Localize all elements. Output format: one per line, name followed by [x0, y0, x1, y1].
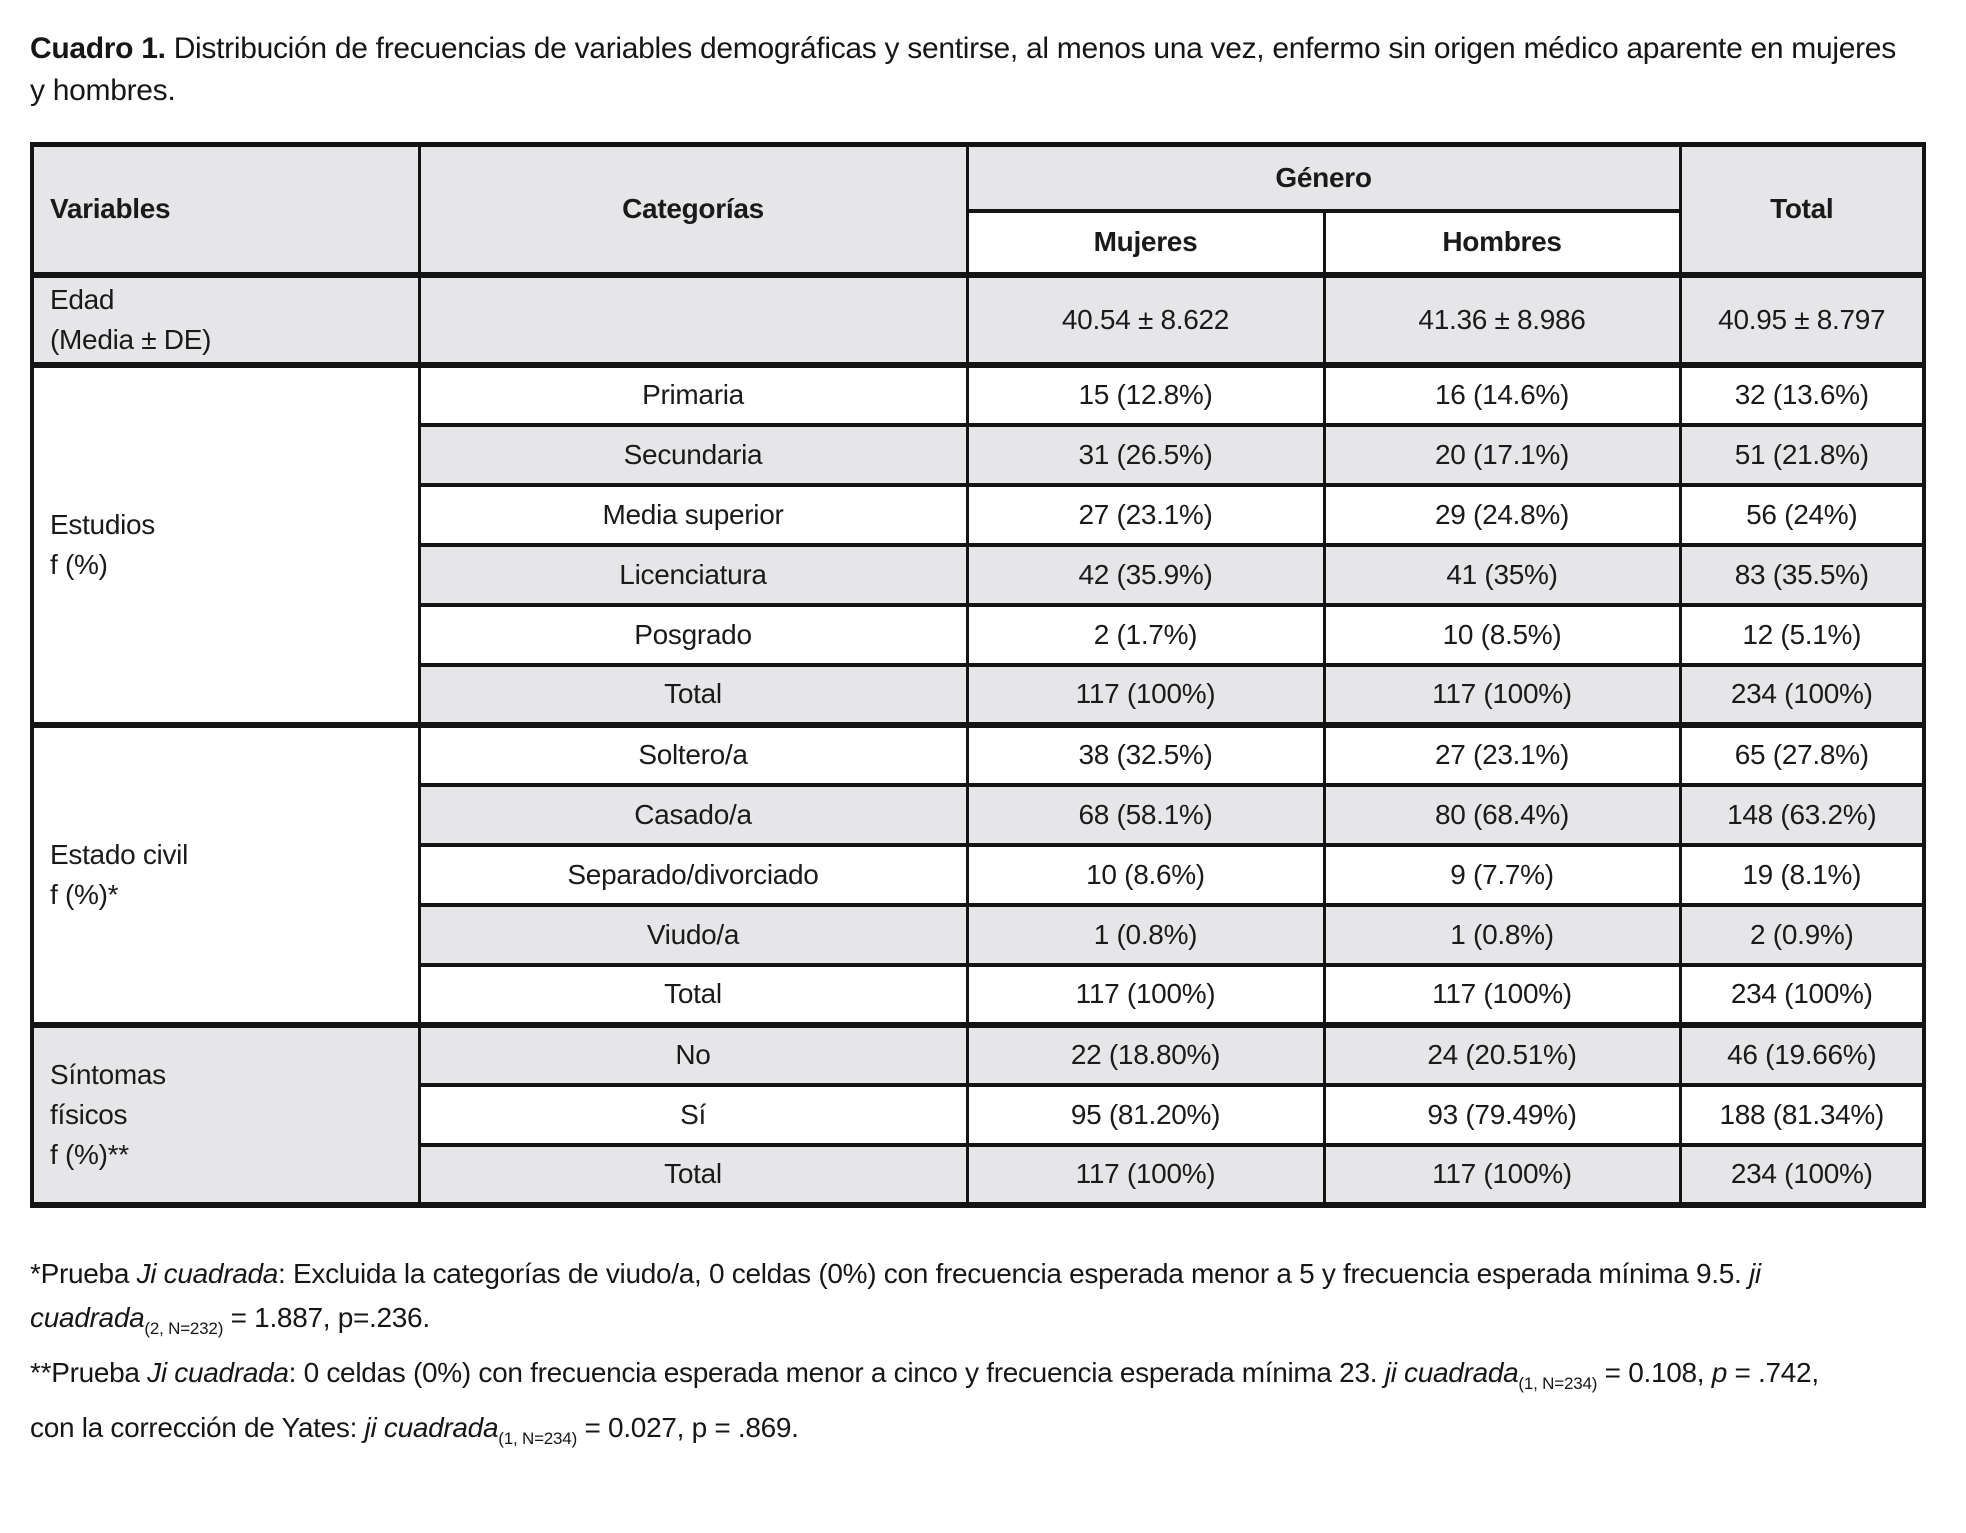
cell-mujeres: 2 (1.7%): [965, 602, 1326, 667]
header-row-sub: Mujeres Hombres: [32, 208, 1924, 278]
row-casado: Casado/a 68 (58.1%) 80 (68.4%) 148 (63.2…: [32, 782, 1926, 847]
cell-hombres: 41.36 ± 8.986: [1322, 271, 1682, 367]
cell-total: 234 (100%): [1678, 662, 1926, 727]
cell-total: 148 (63.2%): [1678, 782, 1926, 847]
table-header: Variables Categorías Género Total Mujere…: [30, 142, 1926, 278]
row-soltero: Estado civil f (%)* Soltero/a 38 (32.5%)…: [30, 721, 1926, 1027]
table-caption-text: Distribución de frecuencias de variables…: [30, 32, 1896, 107]
header-row-top: Variables Categorías Género Total: [30, 142, 1926, 277]
cell-mujeres: 38 (32.5%): [965, 721, 1326, 787]
cell-variable: Estudios f (%): [30, 361, 421, 727]
row-sintomas-si: Sí 95 (81.20%) 93 (79.49%) 188 (81.34%): [32, 1082, 1926, 1147]
row-licenciatura: Licenciatura 42 (35.9%) 41 (35%) 83 (35.…: [32, 542, 1926, 607]
header-variables: Variables: [30, 142, 421, 277]
cell-hombres: 16 (14.6%): [1322, 361, 1682, 427]
row-estudios-total: Total 117 (100%) 117 (100%) 234 (100%): [32, 662, 1926, 727]
cell-categoria: Casado/a: [417, 782, 969, 847]
row-sintomas-total: Total 117 (100%) 117 (100%) 234 (100%): [32, 1142, 1926, 1207]
footnotes: *Prueba Ji cuadrada: Excluida la categor…: [30, 1252, 1840, 1461]
header-mujeres: Mujeres: [965, 208, 1326, 278]
cell-categoria: Posgrado: [417, 602, 969, 667]
row-edad: Edad (Media ± DE) 40.54 ± 8.622 41.36 ± …: [30, 271, 1926, 367]
row-separado-divorciado: Separado/divorciado 10 (8.6%) 9 (7.7%) 1…: [32, 842, 1926, 907]
cell-mujeres: 15 (12.8%): [965, 361, 1326, 427]
cell-total: 32 (13.6%): [1678, 361, 1926, 427]
cell-mujeres: 27 (23.1%): [965, 482, 1326, 547]
cell-categoria: Media superior: [417, 482, 969, 547]
cell-mujeres: 1 (0.8%): [965, 902, 1326, 967]
row-secundaria: Secundaria 31 (26.5%) 20 (17.1%) 51 (21.…: [32, 422, 1926, 487]
cell-total: 188 (81.34%): [1678, 1082, 1926, 1147]
cell-total: 12 (5.1%): [1678, 602, 1926, 667]
cell-hombres: 24 (20.51%): [1322, 1021, 1682, 1087]
cell-hombres: 41 (35%): [1322, 542, 1682, 607]
table-caption: Cuadro 1. Distribución de frecuencias de…: [30, 28, 1902, 112]
cell-categoria: [417, 271, 969, 367]
cell-hombres: 1 (0.8%): [1322, 902, 1682, 967]
cell-total: 56 (24%): [1678, 482, 1926, 547]
row-viudo: Viudo/a 1 (0.8%) 1 (0.8%) 2 (0.9%): [32, 902, 1926, 967]
cell-total: 234 (100%): [1678, 1142, 1926, 1207]
cell-hombres: 117 (100%): [1322, 662, 1682, 727]
cell-categoria: Soltero/a: [417, 721, 969, 787]
table-body: Edad (Media ± DE) 40.54 ± 8.622 41.36 ± …: [30, 271, 1926, 1207]
cell-hombres: 93 (79.49%): [1322, 1082, 1682, 1147]
cell-categoria: Viudo/a: [417, 902, 969, 967]
cell-total: 234 (100%): [1678, 962, 1926, 1027]
header-categorias: Categorías: [417, 142, 969, 277]
cell-mujeres: 10 (8.6%): [965, 842, 1326, 907]
cell-mujeres: 117 (100%): [965, 1142, 1326, 1207]
cell-total: 46 (19.66%): [1678, 1021, 1926, 1087]
cell-mujeres: 31 (26.5%): [965, 422, 1326, 487]
cell-hombres: 117 (100%): [1322, 962, 1682, 1027]
cell-mujeres: 117 (100%): [965, 662, 1326, 727]
cell-total: 51 (21.8%): [1678, 422, 1926, 487]
cell-total: 83 (35.5%): [1678, 542, 1926, 607]
row-posgrado: Posgrado 2 (1.7%) 10 (8.5%) 12 (5.1%): [32, 602, 1926, 667]
footnote-chi-square-1: *Prueba Ji cuadrada: Excluida la categor…: [30, 1257, 1761, 1338]
cell-categoria: Sí: [417, 1082, 969, 1147]
row-media-superior: Media superior 27 (23.1%) 29 (24.8%) 56 …: [32, 482, 1926, 547]
cell-mujeres: 42 (35.9%): [965, 542, 1326, 607]
cell-variable: Síntomas físicos f (%)**: [30, 1021, 421, 1207]
cell-total: 65 (27.8%): [1678, 721, 1926, 787]
header-total: Total: [1678, 142, 1926, 277]
row-estado-civil-total: Total 117 (100%) 117 (100%) 234 (100%): [32, 962, 1926, 1027]
cell-categoria: Primaria: [417, 361, 969, 427]
cell-hombres: 117 (100%): [1322, 1142, 1682, 1207]
cell-total: 2 (0.9%): [1678, 902, 1926, 967]
cell-hombres: 9 (7.7%): [1322, 842, 1682, 907]
frequency-table: Variables Categorías Género Total Mujere…: [30, 142, 1927, 1208]
cell-total: 40.95 ± 8.797: [1678, 271, 1926, 367]
header-hombres: Hombres: [1322, 208, 1682, 278]
cell-hombres: 29 (24.8%): [1322, 482, 1682, 547]
cell-hombres: 80 (68.4%): [1322, 782, 1682, 847]
cell-mujeres: 95 (81.20%): [965, 1082, 1326, 1147]
header-genero: Género: [965, 142, 1682, 213]
cell-mujeres: 22 (18.80%): [965, 1021, 1326, 1087]
cell-categoria: Total: [417, 1142, 969, 1207]
cell-mujeres: 68 (58.1%): [965, 782, 1326, 847]
cell-hombres: 20 (17.1%): [1322, 422, 1682, 487]
row-primaria: Estudios f (%) Primaria 15 (12.8%) 16 (1…: [30, 361, 1926, 727]
cell-mujeres: 117 (100%): [965, 962, 1326, 1027]
cell-categoria: Secundaria: [417, 422, 969, 487]
cell-categoria: Licenciatura: [417, 542, 969, 607]
cell-total: 19 (8.1%): [1678, 842, 1926, 907]
cell-categoria: Total: [417, 962, 969, 1027]
cell-categoria: Total: [417, 662, 969, 727]
cell-categoria: No: [417, 1021, 969, 1087]
cell-categoria: Separado/divorciado: [417, 842, 969, 907]
cell-variable: Edad (Media ± DE): [30, 271, 421, 367]
cell-variable: Estado civil f (%)*: [30, 721, 421, 1027]
footnote-chi-square-2: **Prueba Ji cuadrada: 0 celdas (0%) con …: [30, 1356, 1819, 1448]
cell-hombres: 27 (23.1%): [1322, 721, 1682, 787]
cell-mujeres: 40.54 ± 8.622: [965, 271, 1326, 367]
table-caption-label: Cuadro 1.: [30, 32, 166, 65]
row-sintomas-no: Síntomas físicos f (%)** No 22 (18.80%) …: [30, 1021, 1926, 1207]
cell-hombres: 10 (8.5%): [1322, 602, 1682, 667]
